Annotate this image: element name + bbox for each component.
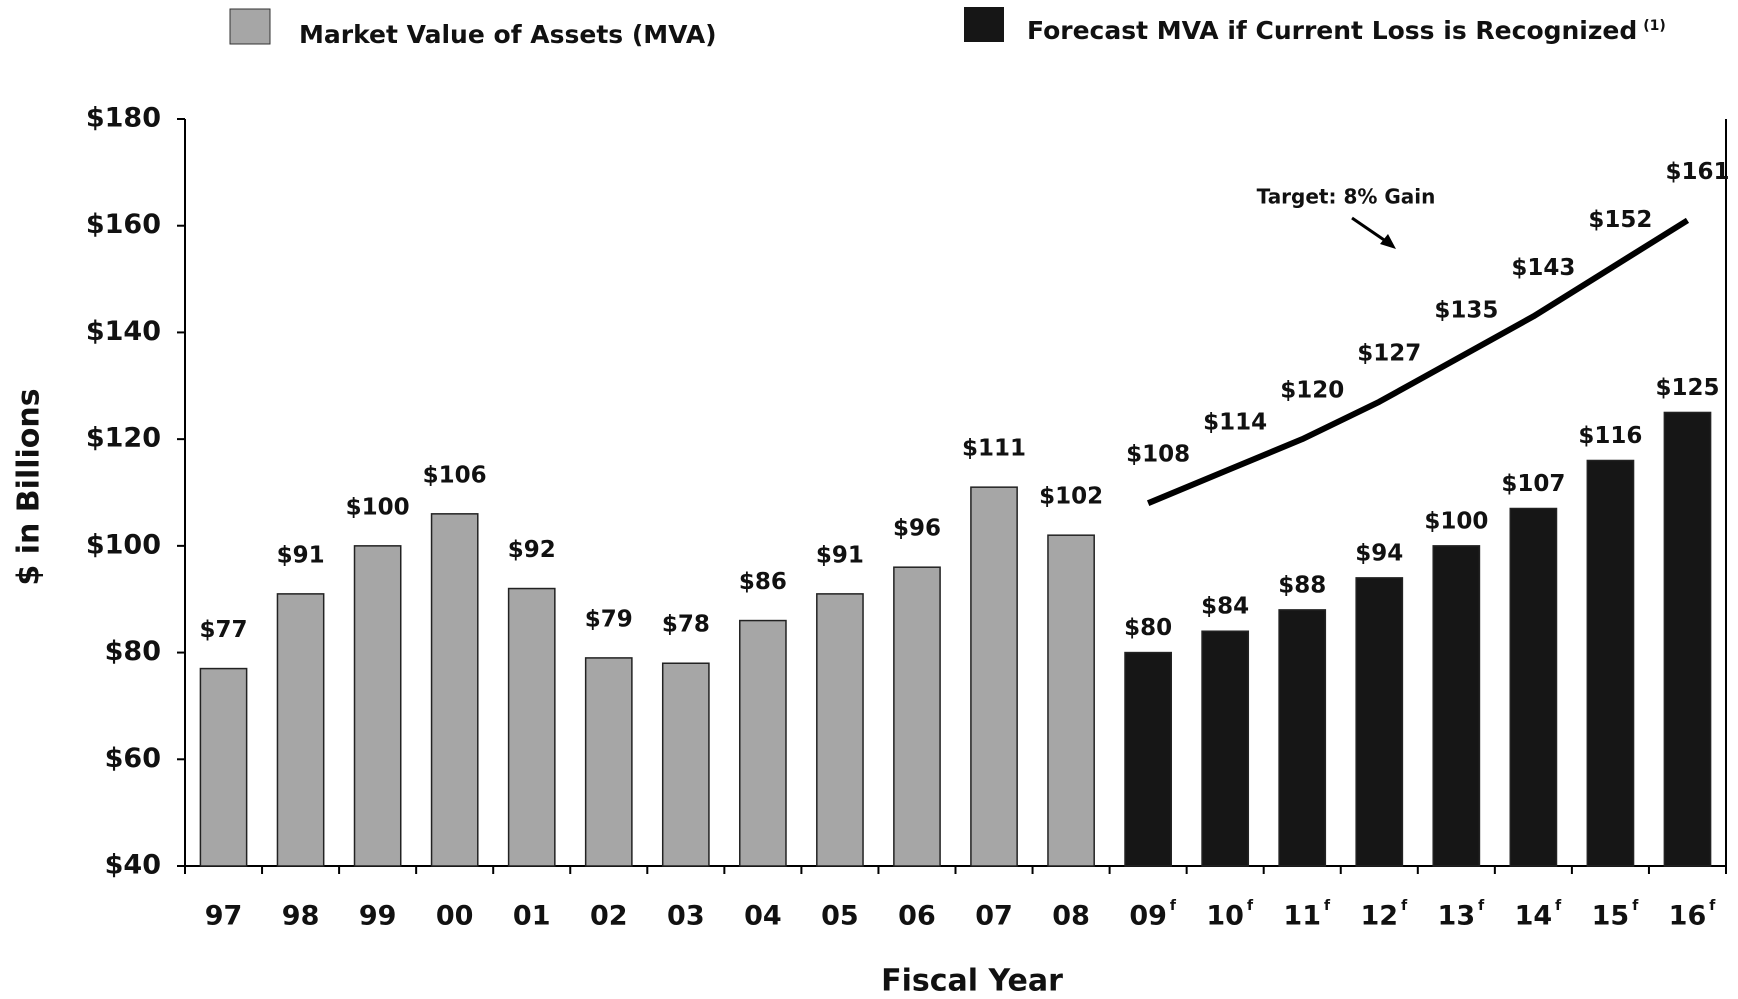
bar: [276, 593, 325, 867]
x-tick-superscript: f: [1401, 898, 1408, 914]
value-label: $120: [1280, 378, 1344, 404]
y-tick-label: $120: [86, 423, 161, 454]
x-tick-label: 99: [359, 901, 397, 932]
y-tick-label: $100: [86, 529, 161, 560]
value-label: $88: [1278, 572, 1326, 598]
value-label: $91: [277, 542, 325, 568]
bar: [661, 662, 710, 867]
bar: [1586, 459, 1635, 867]
bar: [1432, 545, 1481, 867]
x-tick-superscript: f: [1170, 898, 1177, 914]
x-tick-label: 04: [744, 901, 782, 932]
value-label: $78: [662, 612, 710, 638]
x-tick-label: 11: [1283, 901, 1321, 932]
x-tick-label: 12: [1360, 901, 1398, 932]
value-label: $84: [1201, 594, 1249, 620]
value-label: $91: [816, 542, 864, 568]
bar: [1509, 507, 1558, 867]
bar: [1201, 630, 1250, 867]
value-label: $127: [1357, 340, 1421, 366]
x-tick-label: 13: [1438, 901, 1476, 932]
value-label: $96: [893, 516, 941, 542]
value-label: $116: [1578, 423, 1642, 449]
x-tick-label: 10: [1206, 901, 1244, 932]
bar: [353, 545, 402, 867]
value-label: $152: [1588, 207, 1652, 233]
legend-swatch: [964, 7, 1004, 42]
y-tick-label: $80: [105, 636, 161, 667]
y-tick-label: $40: [105, 850, 161, 881]
legend-label: Market Value of Assets (MVA): [299, 20, 717, 49]
bar: [893, 566, 941, 867]
value-label: $107: [1501, 471, 1565, 497]
bar: [199, 667, 248, 867]
bar: [1047, 534, 1095, 867]
value-label: $111: [962, 436, 1026, 462]
legend-label: Forecast MVA if Current Loss is Recogniz…: [1027, 16, 1637, 45]
bar: [739, 619, 787, 867]
x-tick-label: 00: [436, 901, 474, 932]
value-label: $77: [200, 617, 248, 643]
x-tick-label: 16: [1669, 901, 1707, 932]
x-tick-label: 09: [1129, 901, 1167, 932]
y-tick-label: $60: [105, 743, 161, 774]
bar: [1663, 411, 1712, 867]
value-label: $100: [346, 494, 410, 520]
x-tick-label: 15: [1592, 901, 1630, 932]
value-label: $92: [508, 537, 556, 563]
bar: [1355, 577, 1404, 867]
x-tick-label: 05: [821, 901, 859, 932]
x-tick-label: 97: [205, 901, 243, 932]
value-label: $125: [1655, 375, 1719, 401]
x-tick-label: 07: [975, 901, 1013, 932]
x-tick-superscript: f: [1709, 898, 1716, 914]
annotation-arrowhead: [1380, 234, 1396, 249]
value-label: $79: [585, 606, 633, 632]
y-tick-label: $140: [86, 316, 161, 347]
x-tick-label: 02: [590, 901, 628, 932]
bar: [507, 587, 556, 867]
value-label: $114: [1203, 410, 1267, 436]
bar: [430, 513, 479, 867]
x-tick-superscript: f: [1247, 898, 1254, 914]
y-tick-label: $160: [86, 209, 161, 240]
value-label: $80: [1124, 615, 1172, 641]
value-label: $108: [1126, 442, 1190, 468]
value-label: $102: [1039, 484, 1103, 510]
y-tick-label: $180: [86, 103, 161, 134]
value-label: $106: [423, 462, 487, 488]
bar: [1124, 651, 1172, 867]
value-label: $86: [739, 569, 787, 595]
legend-footnote: (1): [1643, 18, 1666, 34]
bar: [970, 486, 1018, 867]
annotation: Target: 8% Gain: [1257, 185, 1436, 209]
x-tick-label: 14: [1515, 901, 1553, 932]
x-tick-superscript: f: [1478, 898, 1485, 914]
y-axis-title: $ in Billions: [12, 388, 47, 585]
x-tick-label: 06: [898, 901, 936, 932]
value-label: $161: [1665, 159, 1729, 185]
legend-swatch: [229, 8, 271, 45]
x-tick-label: 98: [282, 901, 320, 932]
x-tick-label: 08: [1052, 901, 1090, 932]
bar: [816, 593, 864, 867]
x-tick-label: 01: [513, 901, 551, 932]
bar: [584, 657, 633, 867]
value-label: $143: [1511, 255, 1575, 281]
value-label: $100: [1424, 508, 1488, 534]
x-tick-superscript: f: [1555, 898, 1562, 914]
value-label: $94: [1355, 540, 1403, 566]
line: [1146, 217, 1690, 506]
bar: [1278, 609, 1327, 867]
value-label: $135: [1434, 298, 1498, 324]
x-axis-title: Fiscal Year: [881, 964, 1063, 999]
x-tick-superscript: f: [1632, 898, 1639, 914]
x-tick-superscript: f: [1324, 898, 1331, 914]
x-tick-label: 03: [667, 901, 705, 932]
